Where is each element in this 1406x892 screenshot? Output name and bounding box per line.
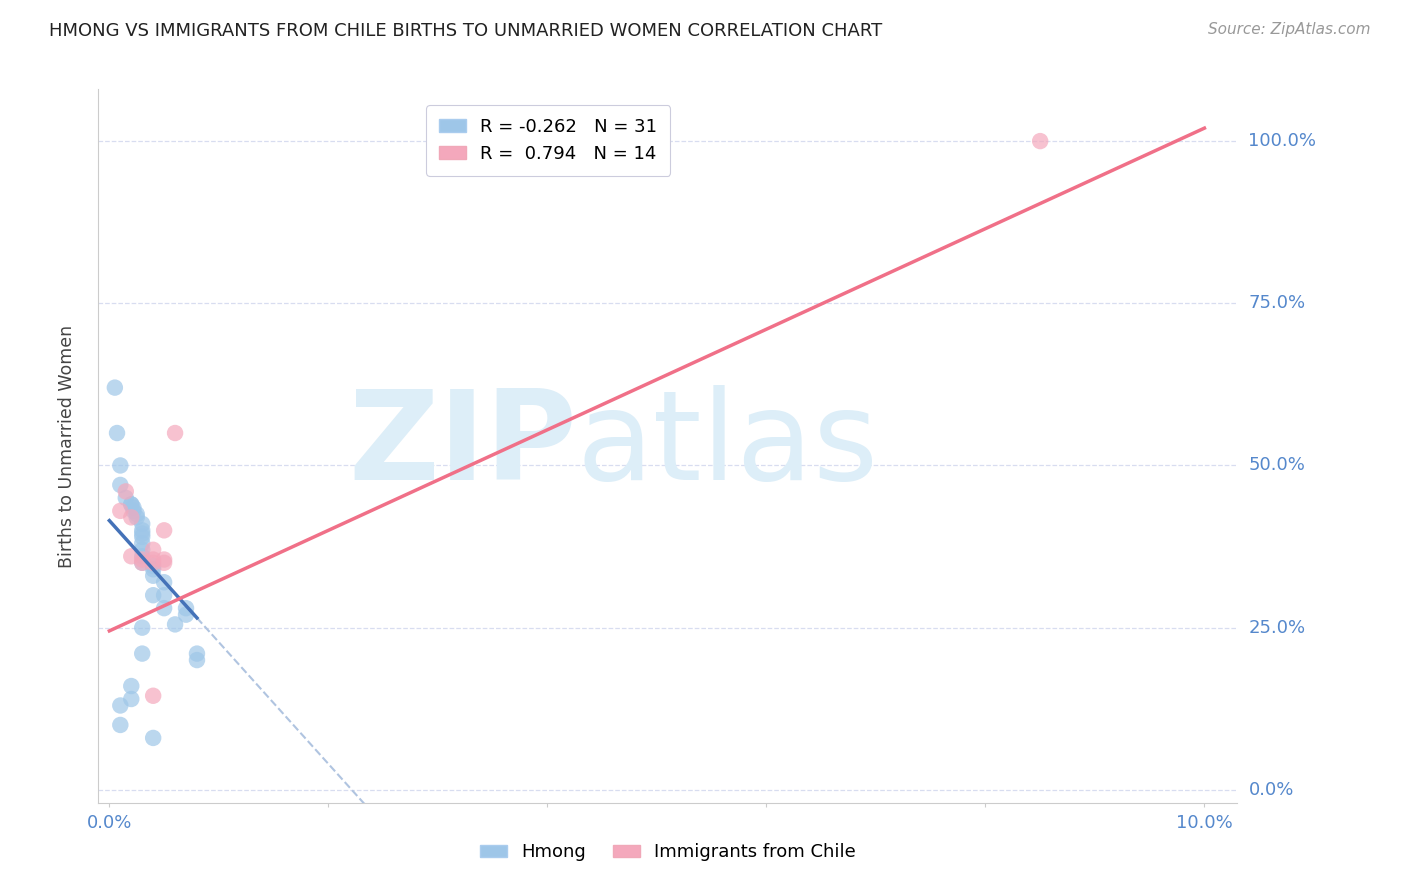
Point [131, 530, 153, 544]
Y-axis label: Births to Unmarried Women: Births to Unmarried Women [58, 325, 76, 567]
Text: 0.0%: 0.0% [1249, 780, 1294, 799]
Point [142, 562, 165, 576]
Point [120, 497, 142, 511]
Text: HMONG VS IMMIGRANTS FROM CHILE BIRTHS TO UNMARRIED WOMEN CORRELATION CHART: HMONG VS IMMIGRANTS FROM CHILE BIRTHS TO… [49, 22, 883, 40]
Point [114, 491, 136, 505]
Point [142, 689, 165, 703]
Point [174, 607, 197, 622]
Text: 25.0%: 25.0% [1249, 619, 1306, 637]
Text: ZIP: ZIP [349, 385, 576, 507]
Point [122, 500, 145, 515]
Point [142, 568, 165, 582]
Point [142, 588, 165, 602]
Text: 100.0%: 100.0% [1249, 132, 1316, 150]
Point [153, 588, 176, 602]
Point [153, 575, 176, 590]
Point [131, 542, 153, 557]
Point [110, 458, 132, 473]
Point [110, 718, 132, 732]
Point [153, 556, 176, 570]
Text: 75.0%: 75.0% [1249, 294, 1306, 312]
Point [120, 692, 142, 706]
Point [105, 425, 128, 440]
Point [120, 679, 142, 693]
Point [125, 510, 148, 524]
Point [142, 556, 165, 570]
Point [174, 601, 197, 615]
Point [186, 647, 208, 661]
Point [131, 549, 153, 564]
Point [131, 556, 153, 570]
Point [131, 621, 153, 635]
Point [131, 516, 153, 531]
Point [131, 536, 153, 550]
Point [165, 617, 187, 632]
Point [153, 552, 176, 566]
Text: Source: ZipAtlas.com: Source: ZipAtlas.com [1208, 22, 1371, 37]
Point [120, 549, 142, 564]
Point [110, 698, 132, 713]
Point [142, 731, 165, 745]
Point [153, 601, 176, 615]
Point [110, 504, 132, 518]
Point [122, 504, 145, 518]
Point [131, 552, 153, 566]
Point [131, 526, 153, 541]
Point [142, 559, 165, 574]
Point [142, 552, 165, 566]
Point [153, 524, 176, 538]
Point [131, 647, 153, 661]
Point [1029, 134, 1052, 148]
Point [131, 556, 153, 570]
Text: 50.0%: 50.0% [1249, 457, 1305, 475]
Point [104, 381, 127, 395]
Point [165, 425, 187, 440]
Point [110, 478, 132, 492]
Point [186, 653, 208, 667]
Legend: Hmong, Immigrants from Chile: Hmong, Immigrants from Chile [468, 832, 868, 872]
Text: atlas: atlas [576, 385, 879, 507]
Point [114, 484, 136, 499]
Point [142, 542, 165, 557]
Point [120, 497, 142, 511]
Point [120, 510, 142, 524]
Point [125, 507, 148, 521]
Point [131, 524, 153, 538]
